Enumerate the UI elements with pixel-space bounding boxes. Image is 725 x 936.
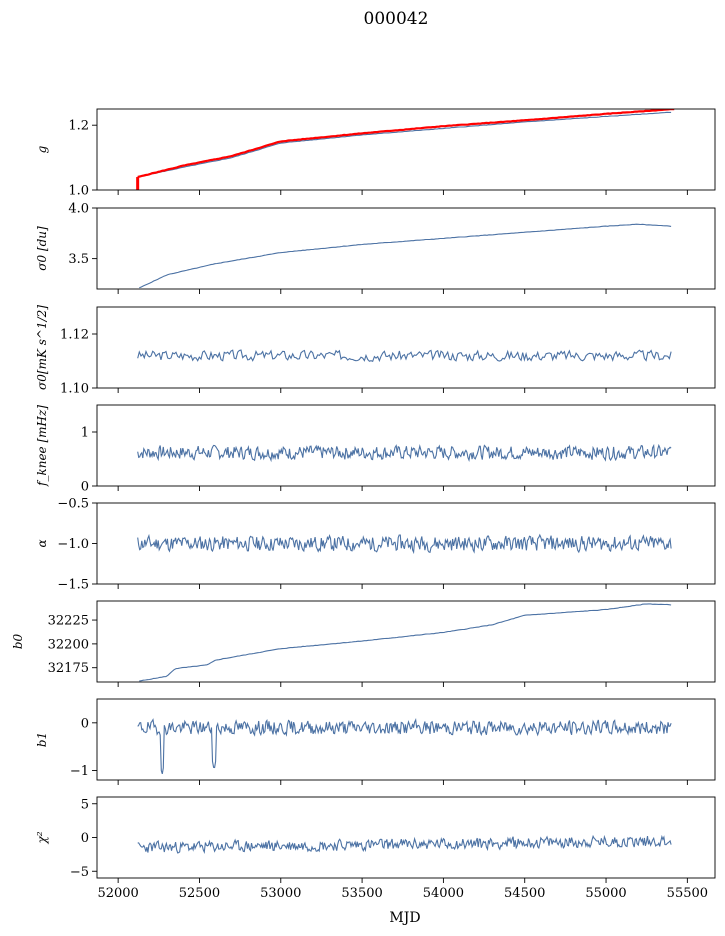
series-line-1 (137, 443, 672, 463)
y-axis-label: f_knee [mHz] (35, 405, 49, 487)
x-tick-label: 53500 (341, 886, 382, 901)
y-tick-label: 1.0 (68, 184, 89, 199)
y-tick-label: 32225 (48, 614, 89, 629)
series-line-1 (139, 223, 672, 289)
panel-5: −1.5 −1.0 −0.5 α (35, 497, 716, 593)
x-tick-label: 52500 (179, 886, 220, 901)
y-tick-label: 0 (81, 831, 89, 846)
y-tick-label: −1.5 (57, 578, 89, 593)
panel-4: 0 1 f_knee [mHz] (35, 404, 716, 495)
y-axis-label: b0 (11, 633, 25, 649)
series-line-2 (137, 109, 675, 178)
panels: 1.0 1.2 g 3.5 4.0 σ0 [du] 1.10 1.12 σ0[mK s^1/2]… (11, 108, 716, 901)
plot-frame (96, 796, 716, 879)
series-line-1 (137, 349, 672, 363)
chart-title: 000042 (364, 9, 429, 29)
panel-7: −1 0 b1 (35, 698, 716, 785)
y-tick-label: 0 (81, 716, 89, 731)
series-line-1 (137, 111, 672, 178)
y-tick-label: 3.5 (68, 252, 89, 267)
y-tick-label: 1.10 (60, 382, 89, 397)
y-tick-label: 32175 (48, 661, 89, 676)
x-tick-label: 54500 (504, 886, 545, 901)
panel-8: −5 0 5 52000 52500 53000 53500 54000 54500 55000 5… (35, 796, 716, 901)
series-line-1 (139, 603, 672, 682)
y-axis-label: σ0[mK s^1/2] (35, 305, 49, 390)
plot-frame (96, 207, 716, 290)
y-tick-label: −5 (70, 865, 89, 880)
y-tick-label: −1 (70, 764, 89, 779)
plot-frame (96, 600, 716, 683)
y-axis-label: α (35, 539, 49, 547)
panel-3: 1.10 1.12 σ0[mK s^1/2] (35, 305, 716, 397)
panel-1: 1.0 1.2 g (35, 108, 716, 199)
y-tick-label: −1.0 (57, 537, 89, 552)
plot-frame (96, 306, 716, 389)
y-tick-label: −0.5 (57, 497, 89, 512)
plot-frame (96, 108, 716, 191)
x-tick-label: 52000 (97, 886, 138, 901)
y-axis-label: χ² (35, 831, 49, 844)
series-line-1 (137, 533, 672, 555)
x-axis-label: MJD (389, 910, 420, 926)
y-axis-label: σ0 [du] (35, 226, 49, 271)
y-tick-label: 0 (81, 480, 89, 495)
series-line-1 (137, 717, 672, 775)
y-tick-label: 1 (81, 426, 89, 441)
y-tick-label: 1.12 (60, 328, 89, 343)
x-tick-label: 54000 (423, 886, 464, 901)
y-tick-label: 32200 (48, 637, 89, 652)
x-tick-label: 55500 (667, 886, 708, 901)
y-tick-label: 1.2 (68, 119, 89, 134)
plot-frame (96, 698, 716, 781)
y-axis-label: b1 (35, 732, 49, 747)
y-axis-label: g (35, 145, 49, 153)
series-line-1 (137, 834, 672, 854)
y-tick-label: 4.0 (68, 202, 89, 217)
panel-6: 32175 32200 32225 b0 (11, 600, 716, 687)
y-tick-label: 5 (81, 797, 89, 812)
panel-2: 3.5 4.0 σ0 [du] (35, 202, 716, 294)
x-tick-label: 53000 (260, 886, 301, 901)
plot-frame (96, 502, 716, 585)
x-tick-label: 55000 (585, 886, 626, 901)
plot-frame (96, 404, 716, 487)
